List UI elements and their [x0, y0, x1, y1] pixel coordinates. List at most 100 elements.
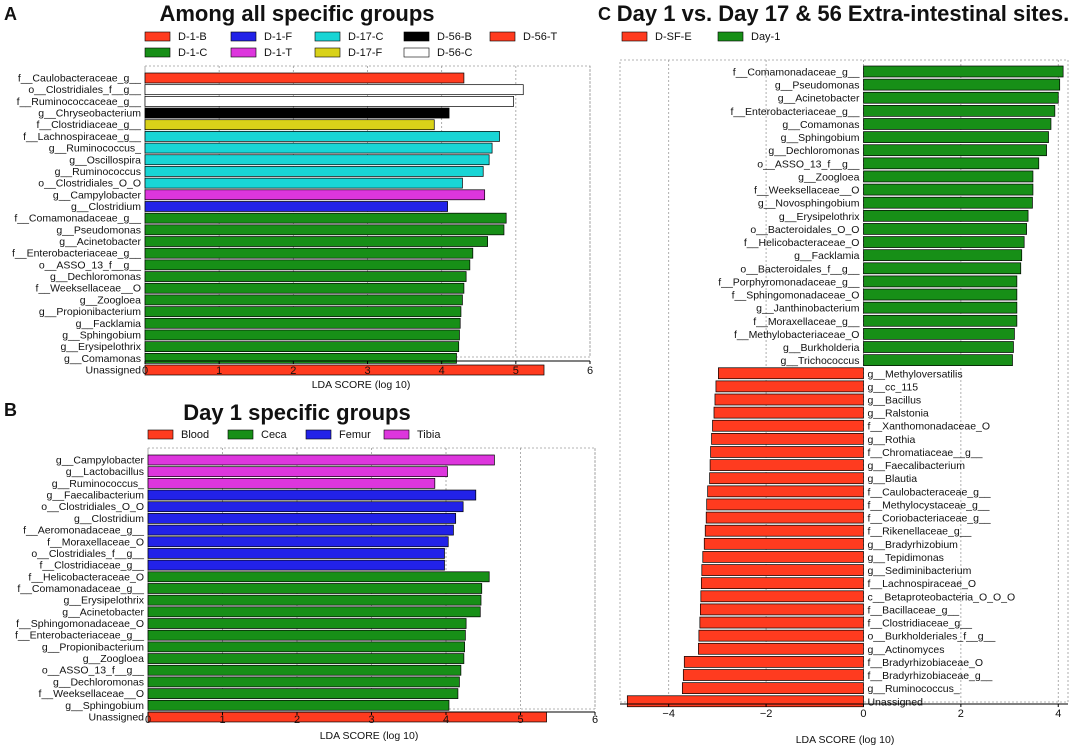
bar — [699, 616, 864, 629]
bar — [700, 590, 864, 603]
category-label: g__Rothia — [867, 434, 915, 446]
category-label: g__Clostridium — [74, 513, 144, 525]
legend-label: D-17-F — [348, 47, 383, 59]
bar — [147, 571, 490, 583]
category-label: g__Comamonas — [782, 119, 859, 131]
bar — [709, 459, 864, 471]
legend-swatch — [403, 31, 430, 42]
bar — [698, 642, 864, 655]
category-label: Unassigned — [86, 365, 142, 377]
category-label: g__Propionibacterium — [42, 641, 144, 653]
legend-label: D-1-C — [178, 47, 207, 59]
bar — [144, 107, 450, 119]
category-label: f__Clostridiaceae_g__ — [37, 119, 142, 131]
category-label: g__Erysipelothrix — [779, 211, 860, 223]
category-label: o__ASSO_13_f__g__ — [42, 665, 144, 677]
x-tick-label: 3 — [364, 365, 370, 377]
bar — [144, 329, 460, 341]
bar — [144, 352, 457, 364]
category-label: f__Comamonadaceae_g__ — [733, 67, 860, 79]
bar — [147, 618, 467, 629]
category-label: g__Ruminococcus_ — [52, 478, 144, 490]
category-label: g__Acinetobacter — [59, 236, 141, 248]
bar — [144, 166, 484, 177]
bar — [144, 259, 471, 271]
category-label: f__Bradyrhizobiaceae_g__ — [867, 670, 992, 682]
legend-swatch — [383, 429, 410, 440]
bar — [706, 498, 864, 511]
category-label: o__Clostridiales_O_O — [41, 501, 144, 513]
category-label: g__Sediminibacterium — [867, 565, 971, 577]
category-label: g__Zoogloea — [83, 653, 144, 665]
category-label: g__Propionibacterium — [39, 306, 141, 318]
category-label: g__Tepidimonas — [867, 552, 943, 564]
bar — [147, 699, 450, 711]
bar — [710, 446, 864, 458]
bar — [147, 489, 477, 501]
legend-label: D-SF-E — [655, 31, 692, 43]
bar — [704, 524, 864, 537]
category-label: f__Sphingomonadaceae_O — [16, 618, 144, 630]
legend-swatch — [403, 47, 430, 58]
category-label: f__Enterobacteriaceae_g__ — [15, 630, 144, 642]
bar — [147, 454, 495, 466]
category-label: f__Moraxellaceae_O — [47, 536, 144, 548]
bar — [703, 537, 864, 550]
legend-label: D-1-F — [264, 31, 292, 43]
category-label: g__Sphingobium — [781, 132, 860, 144]
panel-b: B Day 1 specific groups Blood Ceca Femur Tibi… — [4, 400, 598, 742]
category-label: f__Sphingomonadaceae_O — [732, 290, 860, 302]
category-label: f__Clostridiaceae_g__ — [867, 618, 972, 630]
x-tick-label: 1 — [219, 714, 225, 726]
category-label: f__Weeksellaceae__O — [39, 688, 144, 700]
panel-letter: C — [598, 4, 611, 24]
bar — [144, 364, 545, 376]
bar — [144, 294, 463, 306]
category-label: f__Methylocystaceae_g__ — [867, 499, 989, 511]
bar — [718, 367, 864, 380]
bar — [144, 306, 462, 317]
chart-title: Among all specific groups — [159, 1, 434, 26]
bar — [144, 96, 514, 107]
category-label: f__Lachnospiraceae_g__ — [23, 131, 141, 143]
bar — [144, 341, 460, 352]
category-label: o__ASSO_13_f__g__ — [757, 158, 859, 170]
category-label: g__Acinetobacter — [62, 606, 144, 618]
legend-swatch — [144, 31, 171, 42]
legend-swatch — [717, 31, 744, 42]
bar — [863, 249, 1023, 262]
bar — [863, 170, 1034, 183]
bar — [863, 223, 1027, 235]
legend-swatch — [621, 31, 648, 42]
bar — [698, 629, 864, 642]
x-tick-label: 4 — [439, 365, 445, 377]
x-tick-label: 6 — [592, 714, 598, 726]
x-tick-label: 5 — [513, 365, 519, 377]
category-label: g__Ruminococcus — [55, 166, 141, 178]
category-label: Unassigned — [867, 696, 923, 708]
category-label: g__Sphingobium — [62, 329, 141, 341]
x-axis-label: LDA SCORE (log 10) — [320, 730, 419, 742]
bar — [147, 478, 436, 489]
category-label: g__Zoogloea — [80, 294, 141, 306]
legend-label: D-1-B — [178, 31, 207, 43]
bar — [863, 314, 1018, 327]
bar — [147, 501, 464, 513]
bar — [863, 236, 1025, 248]
category-label: g__Erysipelothrix — [60, 341, 141, 353]
bar — [863, 131, 1049, 143]
bar — [144, 154, 490, 166]
category-label: f__Caulobacteraceae_g__ — [867, 486, 990, 498]
category-label: g__Bradyrhizobium — [867, 539, 958, 551]
x-axis-label: LDA SCORE (log 10) — [312, 379, 411, 391]
category-label: f__Bradyrhizobiaceae_O — [867, 657, 983, 669]
legend-swatch — [314, 31, 341, 42]
x-tick-label: 4 — [1055, 708, 1061, 720]
category-label: f__Caulobacteraceae_g__ — [18, 73, 141, 85]
bar — [681, 682, 864, 694]
x-tick-label: 2 — [958, 708, 964, 720]
category-label: f__Moraxellaceae_g__ — [753, 316, 859, 328]
category-label: g__Faecalibacterium — [867, 460, 965, 472]
bar — [147, 676, 460, 688]
